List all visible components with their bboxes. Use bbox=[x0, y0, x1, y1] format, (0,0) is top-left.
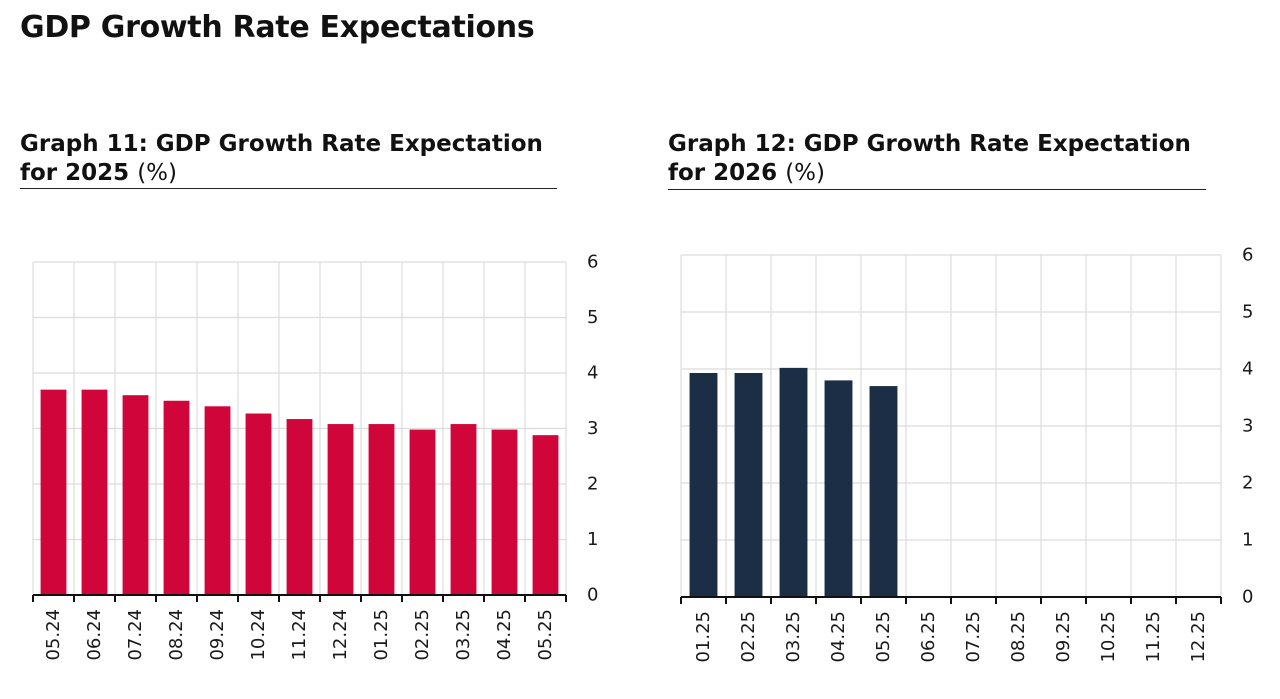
graph-11-bar bbox=[204, 406, 231, 595]
graph-11-bar bbox=[409, 429, 436, 595]
graph-12-x-tick-label: 02.25 bbox=[738, 611, 759, 663]
graph-12-title: Graph 12: GDP Growth Rate Expectation fo… bbox=[668, 130, 1228, 188]
graph-11-bar bbox=[163, 400, 190, 595]
graph-12-grid bbox=[680, 254, 1222, 597]
graph-11-y-tick-label: 0 bbox=[587, 585, 598, 606]
graph-11-title-main: Graph 11: GDP Growth Rate Expectation fo… bbox=[20, 131, 543, 186]
graph-12-x-tick-label: 01.25 bbox=[693, 611, 714, 663]
graph-12-title-main: Graph 12: GDP Growth Rate Expectation fo… bbox=[668, 131, 1191, 186]
graph-11-x-tick-label: 01.25 bbox=[371, 609, 392, 661]
graph-11-x-tick-label: 08.24 bbox=[166, 609, 187, 661]
graph-11-x-axis: 05.24 06.24 07.24 08.24 09.24 10.24 11.24 12.24… bbox=[32, 594, 567, 661]
graph-12-y-tick-label: 6 bbox=[1242, 245, 1253, 266]
graph-11-x-tick-label: 05.25 bbox=[535, 609, 556, 661]
graph-12-bar bbox=[869, 386, 898, 597]
graph-12-x-tick-label: 04.25 bbox=[828, 611, 849, 663]
graph-12-x-tick-label: 08.25 bbox=[1008, 611, 1029, 663]
graph-11-grid bbox=[32, 261, 567, 595]
graph-11-x-tick-label: 06.24 bbox=[84, 609, 105, 661]
graph-12-title-rule bbox=[668, 189, 1206, 190]
graph-12-x-tick-label: 11.25 bbox=[1143, 611, 1164, 663]
graph-12-y-axis: 0 1 2 3 4 5 6 bbox=[1242, 245, 1253, 608]
graph-11-y-tick-label: 2 bbox=[587, 474, 598, 495]
graph-11-bar bbox=[450, 424, 477, 595]
graph-12-y-tick-label: 2 bbox=[1242, 473, 1253, 494]
graph-12-title-unit: (%) bbox=[785, 160, 825, 186]
graph-11-bar bbox=[491, 429, 518, 595]
graph-12-x-tick-label: 03.25 bbox=[783, 611, 804, 663]
graph-11-x-tick-label: 03.25 bbox=[453, 609, 474, 661]
graph-11-bar bbox=[122, 395, 149, 595]
graph-11-title: Graph 11: GDP Growth Rate Expectation fo… bbox=[20, 130, 580, 188]
graph-12-y-tick-label: 5 bbox=[1242, 302, 1253, 323]
graph-12-x-tick-label: 06.25 bbox=[918, 611, 939, 663]
graph-11-y-tick-label: 6 bbox=[587, 252, 598, 273]
graph-11-chart: 05.24 06.24 07.24 08.24 09.24 10.24 11.24 12.24… bbox=[32, 252, 598, 661]
graph-12-y-tick-label: 1 bbox=[1242, 530, 1253, 551]
graph-12-bars bbox=[689, 367, 898, 597]
graph-11-y-axis: 0 1 2 3 4 5 6 bbox=[587, 252, 598, 606]
graph-12-x-tick-label: 10.25 bbox=[1098, 611, 1119, 663]
graph-12-x-tick-label: 09.25 bbox=[1053, 611, 1074, 663]
graph-12-x-axis: 01.25 02.25 03.25 04.25 05.25 06.25 07.25 08.25… bbox=[680, 596, 1222, 663]
graph-11-bars bbox=[40, 389, 559, 595]
graph-12-bar bbox=[824, 380, 853, 597]
graph-11-title-unit: (%) bbox=[137, 160, 177, 186]
graph-12-x-tick-label: 05.25 bbox=[873, 611, 894, 663]
graph-11-y-tick-label: 1 bbox=[587, 529, 598, 550]
page-title: GDP Growth Rate Expectations bbox=[20, 10, 535, 45]
graph-11-title-rule bbox=[20, 188, 557, 189]
graph-11-x-tick-label: 11.24 bbox=[289, 609, 310, 661]
graph-11-bar bbox=[81, 389, 108, 595]
graph-11-x-tick-label: 10.24 bbox=[248, 609, 269, 661]
graph-11-x-tick-label: 09.24 bbox=[207, 609, 228, 661]
graph-12-x-tick-label: 07.25 bbox=[963, 611, 984, 663]
graph-11-x-tick-label: 05.24 bbox=[43, 609, 64, 661]
graph-12-x-tick-label: 12.25 bbox=[1188, 611, 1209, 663]
graph-11-bar bbox=[245, 413, 272, 595]
graph-12-y-tick-label: 3 bbox=[1242, 416, 1253, 437]
graph-12-bar bbox=[734, 372, 763, 597]
graph-11-y-tick-label: 4 bbox=[587, 363, 598, 384]
graph-11-x-tick-label: 04.25 bbox=[494, 609, 515, 661]
graph-11-x-tick-label: 07.24 bbox=[125, 609, 146, 661]
graph-11-y-tick-label: 5 bbox=[587, 307, 598, 328]
graph-11-bar bbox=[40, 389, 67, 595]
graph-11-y-tick-label: 3 bbox=[587, 418, 598, 439]
graph-12-bar bbox=[779, 367, 808, 597]
graph-12-chart: 01.25 02.25 03.25 04.25 05.25 06.25 07.25 08.25… bbox=[680, 245, 1253, 663]
graph-11-bar bbox=[532, 435, 559, 595]
graph-12-bar bbox=[689, 372, 718, 597]
graph-12-y-tick-label: 0 bbox=[1242, 587, 1253, 608]
graph-11-x-tick-label: 02.25 bbox=[412, 609, 433, 661]
graph-12-y-tick-label: 4 bbox=[1242, 359, 1253, 380]
graph-11-x-tick-label: 12.24 bbox=[330, 609, 351, 661]
graph-11-bar bbox=[286, 419, 313, 595]
graph-11-bar bbox=[368, 424, 395, 595]
graph-11-bar bbox=[327, 424, 354, 595]
